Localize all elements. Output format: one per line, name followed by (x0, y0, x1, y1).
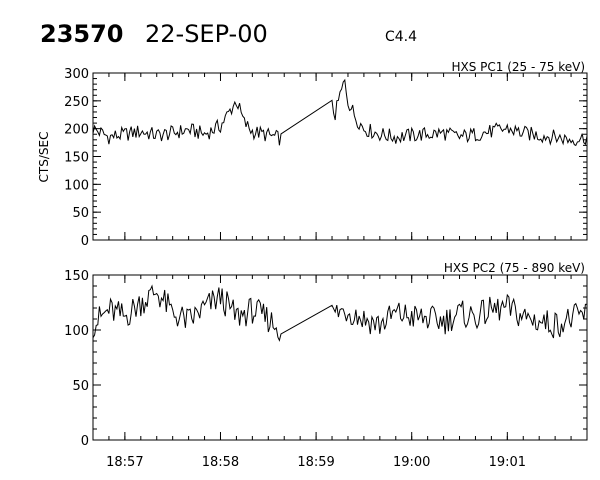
x-tick-label: 18:59 (297, 455, 334, 470)
x-tick-label: 18:57 (106, 455, 143, 470)
chart-panel-pc2: HXS PC2 (75 - 890 keV) 0 50 100 150 18:57 18:5… (64, 261, 588, 470)
flare-class: C4.4 (385, 29, 417, 45)
panel-title: HXS PC2 (75 - 890 keV) (444, 261, 585, 275)
y-tick-label: 50 (72, 379, 89, 394)
chart-panel-pc1: HXS PC1 (25 - 75 keV) CTS/SEC 0 50 100 150 200… (37, 60, 588, 249)
x-tick-label: 19:01 (489, 455, 526, 470)
y-tick-label: 250 (64, 95, 89, 110)
series-line (92, 78, 588, 147)
y-tick-label: 0 (81, 234, 89, 249)
y-tick-label: 150 (64, 151, 89, 166)
x-tick-label: 18:58 (202, 455, 239, 470)
y-axis-label: CTS/SEC (37, 132, 51, 183)
event-date: 22-SEP-00 (145, 20, 268, 48)
y-tick-label: 150 (64, 269, 89, 284)
series-line (92, 284, 588, 342)
x-tick-label: 19:00 (393, 455, 430, 470)
plot-frame (92, 72, 588, 241)
y-tick-label: 300 (64, 67, 89, 82)
plot-frame (92, 274, 588, 441)
event-id: 23570 (40, 20, 124, 48)
panel-title: HXS PC1 (25 - 75 keV) (451, 60, 585, 74)
y-tick-label: 200 (64, 123, 89, 138)
y-tick-label: 0 (81, 434, 89, 449)
figure-header: 23570 22-SEP-00 C4.4 (40, 20, 417, 48)
y-tick-label: 100 (64, 178, 89, 193)
y-tick-label: 100 (64, 324, 89, 339)
y-tick-label: 50 (72, 206, 89, 221)
